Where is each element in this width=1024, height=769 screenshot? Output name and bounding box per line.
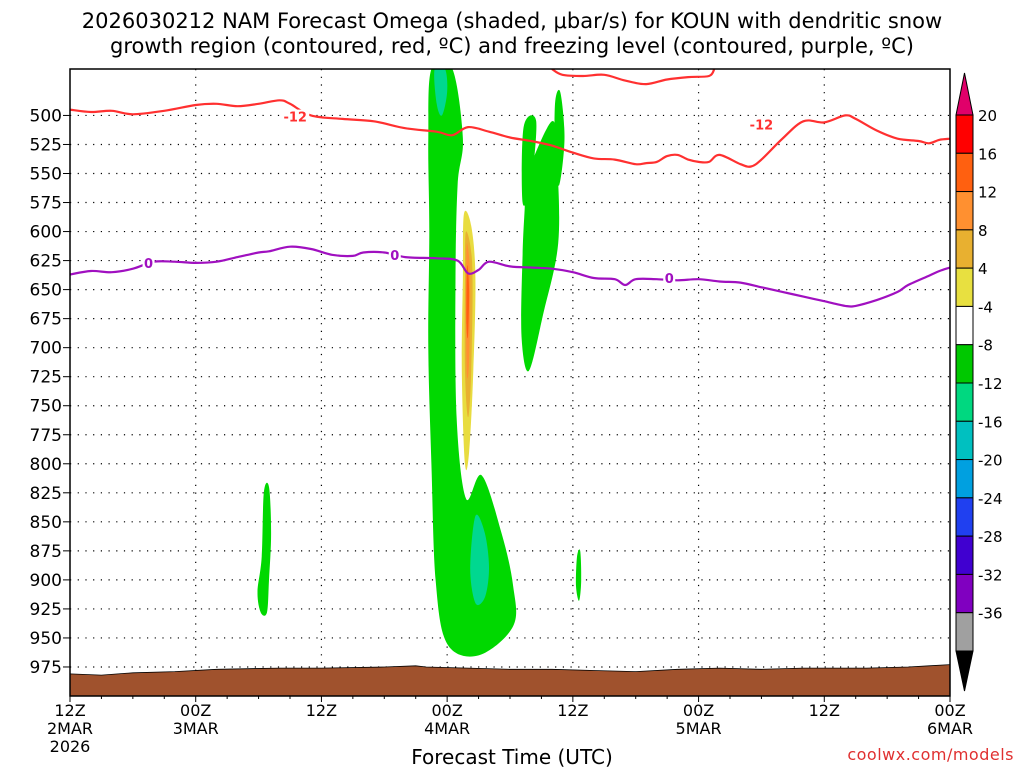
dgz-minus12-line — [70, 99, 950, 168]
y-tick-label: 875 — [30, 542, 62, 562]
x-tick-label: 6MAR — [927, 719, 973, 738]
ground-surface — [70, 664, 950, 696]
colorbar-label: -4 — [978, 298, 993, 316]
y-tick-label: 600 — [30, 223, 62, 243]
y-tick-label: 675 — [30, 310, 62, 330]
contour-line-layer: -12 -12 0 0 0 — [70, 69, 950, 308]
y-tick-label: 950 — [30, 629, 62, 649]
y-tick-label: 725 — [30, 368, 62, 388]
contour-label: -12 — [283, 111, 307, 126]
axis-layer: 500 525 550 575 600 625 650 675 700 725 750 775 800 8… — [30, 106, 973, 756]
y-tick-label: 500 — [30, 106, 62, 126]
colorbar-label: 8 — [978, 222, 988, 240]
contour-label-bg — [747, 117, 776, 132]
credit-text: coolwx.com/models — [847, 745, 1014, 764]
colorbar-swatch — [955, 344, 974, 384]
x-tick-label: 4MAR — [424, 719, 470, 738]
colorbar: 20 16 12 8 4 -4 -8 -12 -16 -20 -24 -28 -32 -36 — [955, 72, 1003, 692]
x-axis-label: Forecast Time (UTC) — [411, 745, 613, 769]
omega-region — [521, 115, 537, 206]
colorbar-swatch — [955, 535, 974, 575]
colorbar-label: -12 — [978, 375, 1003, 393]
colorbar-swatch — [955, 459, 974, 499]
colorbar-swatch — [955, 114, 974, 154]
x-tick-label: 2MAR — [47, 719, 93, 738]
colorbar-swatch — [955, 267, 974, 307]
colorbar-bottom-arrow — [955, 650, 974, 692]
contour-label-bg — [663, 271, 676, 285]
y-tick-label: 575 — [30, 194, 62, 214]
y-tick-label: 925 — [30, 600, 62, 620]
colorbar-swatch — [955, 497, 974, 537]
omega-region — [428, 69, 517, 657]
colorbar-swatch — [955, 382, 974, 422]
x-tick-label: 00Z — [180, 701, 211, 720]
colorbar-swatch — [955, 612, 974, 652]
colorbar-label: -28 — [978, 528, 1003, 546]
x-tick-label: 12Z — [306, 701, 337, 720]
omega-region — [470, 514, 489, 606]
y-tick-label: 750 — [30, 397, 62, 417]
y-tick-label: 775 — [30, 426, 62, 446]
y-tick-label: 625 — [30, 252, 62, 272]
colorbar-swatch — [955, 573, 974, 614]
y-tick-label: 975 — [30, 658, 62, 678]
ground-layer — [70, 664, 950, 696]
colorbar-swatch — [955, 229, 974, 269]
y-tick-label: 825 — [30, 484, 62, 504]
x-tick-label: 12Z — [54, 701, 85, 720]
contour-label-bg — [388, 247, 401, 262]
omega-region — [434, 69, 448, 116]
omega-region — [575, 549, 582, 601]
y-tick-label: 700 — [30, 339, 62, 359]
colorbar-swatch — [955, 305, 974, 346]
y-tick-label: 550 — [30, 165, 62, 185]
colorbar-top-arrow — [955, 72, 974, 116]
contour-label: 0 — [665, 272, 674, 287]
colorbar-label: -16 — [978, 413, 1003, 431]
y-tick-label: 650 — [30, 281, 62, 301]
y-tick-label: 900 — [30, 571, 62, 591]
x-tick-label: 2026 — [50, 737, 91, 756]
colorbar-swatch — [955, 420, 974, 461]
chart-title-line-2: growth region (contoured, red, ºC) and f… — [110, 34, 914, 58]
freezing-level-line — [70, 245, 950, 308]
colorbar-swatch — [955, 191, 974, 231]
x-tick-label: 00Z — [683, 701, 714, 720]
dgz-minus12-line — [551, 69, 716, 86]
omega-region — [554, 89, 565, 186]
contour-label-bg — [142, 255, 155, 270]
x-tick-label: 12Z — [557, 701, 588, 720]
y-tick-label: 525 — [30, 135, 62, 155]
x-tick-label: 5MAR — [676, 719, 722, 738]
omega-region — [466, 265, 470, 339]
colorbar-label: -8 — [978, 337, 993, 355]
colorbar-label: -32 — [978, 566, 1003, 584]
x-tick-label: 00Z — [431, 701, 462, 720]
colorbar-label: -20 — [978, 452, 1003, 470]
contour-label: 0 — [144, 257, 153, 272]
chart-title-line-1: 2026030212 NAM Forecast Omega (shaded, μ… — [81, 9, 943, 33]
contour-label: -12 — [750, 119, 774, 134]
colorbar-label: -24 — [978, 490, 1003, 508]
contour-label-bg — [281, 109, 310, 124]
contour-label: 0 — [390, 249, 399, 264]
x-tick-label: 12Z — [809, 701, 840, 720]
x-tick-label: 3MAR — [173, 719, 219, 738]
x-tick-label: 00Z — [934, 701, 965, 720]
y-tick-label: 850 — [30, 513, 62, 533]
colorbar-label: 16 — [978, 145, 997, 163]
colorbar-label: 12 — [978, 184, 997, 202]
omega-region — [257, 482, 272, 616]
y-tick-label: 800 — [30, 455, 62, 475]
colorbar-swatch — [955, 152, 974, 193]
colorbar-label: 4 — [978, 260, 988, 278]
colorbar-label: -36 — [978, 605, 1003, 623]
omega-fill-layer — [257, 69, 582, 657]
colorbar-label: 20 — [978, 107, 997, 125]
